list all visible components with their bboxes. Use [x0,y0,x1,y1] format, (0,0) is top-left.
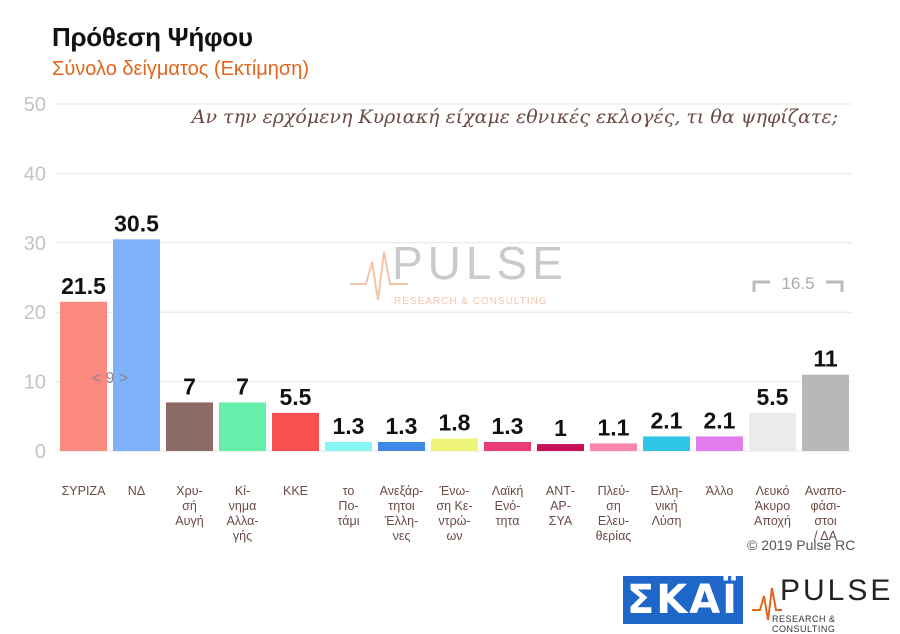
x-tick-label: Ένω-ση Κε-ντρώ-ων [436,484,472,543]
value-label: 7 [236,373,249,399]
bar [643,436,690,451]
chart-title: Πρόθεση Ψήφου [52,22,253,52]
value-label: 7 [183,373,196,399]
x-tick-label: ΣΥΡΙΖΑ [62,484,107,498]
watermark-text: PULSE [392,237,568,289]
bar [60,301,107,451]
bar [431,438,478,451]
y-tick-label: 50 [24,94,46,116]
value-label: 1 [554,415,567,441]
y-tick-label: 0 [35,441,46,463]
pulse-logo: PULSE RESEARCH & CONSULTING [752,574,894,634]
y-tick-label: 20 [24,302,46,324]
x-tick-label: Λαϊκή Ενό-τητα [492,484,524,528]
bar [749,412,796,451]
bar [537,444,584,451]
pulse-logo-text: PULSE [780,574,894,607]
watermark-subtext: RESEARCH & CONSULTING [394,296,548,307]
bar [272,412,319,451]
bar [590,443,637,451]
bracket-left [752,280,770,292]
value-label: 5.5 [280,384,312,410]
pulse-logo-wave-icon [752,587,782,621]
value-label: 1.3 [333,413,365,439]
bar [219,402,266,451]
bar [484,441,531,451]
bar-chart: 0 10 20 30 40 50 21.5 ΣΥΡΙΖΑ 30.5 ΝΔ 7 Χρυ-σή Αυγή 7 Κ… [24,94,852,543]
value-label: 1.8 [439,410,471,436]
value-label: 2.1 [651,407,683,433]
value-label: 1.1 [598,414,630,440]
value-label: 1.3 [492,413,524,439]
x-tick-label: Αναπο-φάσι-στοι / ΔΑ [805,484,846,543]
x-tick-label: Άλλο [706,484,734,498]
pulse-watermark: PULSE RESEARCH & CONSULTING [350,236,563,316]
x-tick-label: ΑΝΤ-ΑΡ-ΣΥΑ [546,484,575,528]
value-label: 30.5 [114,210,159,236]
x-tick-label: το Πο-τάμι [338,484,360,528]
y-tick-label: 40 [24,163,46,185]
y-tick-label: 10 [24,372,46,394]
pulse-wave-icon [350,251,408,301]
x-tick-label: Ελλη-νική Λύση [651,484,683,528]
survey-question: Αν την ερχόμενη Κυριακή είχαμε εθνικές ε… [191,106,838,128]
pulse-logo-subtext: RESEARCH & CONSULTING [772,614,836,634]
chart-subtitle: Σύνολο δείγματος (Εκτίμηση) [52,58,310,80]
value-label: 5.5 [757,384,789,410]
y-tick-label: 30 [24,233,46,255]
x-tick-label: ΝΔ [128,484,145,498]
bar [696,436,743,451]
x-tick-label: Λευκό Άκυρο Αποχή [754,484,791,528]
value-label: 21.5 [61,273,106,299]
skai-logo: ΣΚΑΪ [623,576,743,624]
gap-annotation: < 9 > [92,370,128,387]
value-label: 1.3 [386,413,418,439]
x-tick-label: Χρυ-σή Αυγή [175,484,203,528]
bar [113,239,160,451]
value-label: 11 [813,346,838,372]
x-tick-label: Πλεύ-ση Ελευ-θερίας [596,484,632,543]
bar [802,374,849,451]
bar [325,441,372,451]
bracket-right [826,280,844,292]
gap-annotation: 16.5 [781,274,814,293]
x-tick-label: ΚΚΕ [283,484,308,498]
bar [378,441,425,451]
copyright: © 2019 Pulse RC [747,537,856,553]
x-tick-label: Κί-νημα Αλλα-γής [226,484,258,543]
value-label: 2.1 [704,407,736,433]
x-tick-label: Ανεξάρ-τητοι Έλλη-νες [380,484,424,543]
bar [166,402,213,451]
